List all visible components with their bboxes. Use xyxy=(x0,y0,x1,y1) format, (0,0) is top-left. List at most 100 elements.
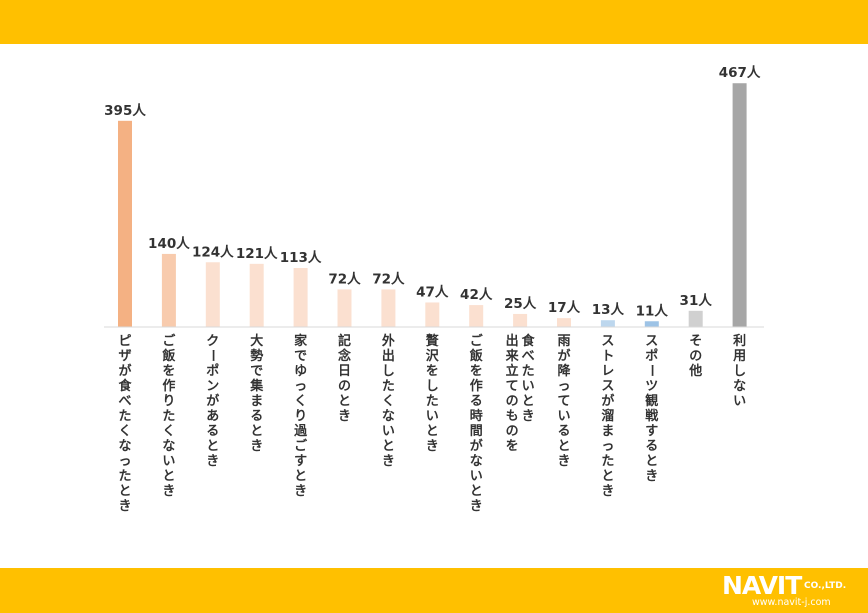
svg-text:溜: 溜 xyxy=(601,408,614,424)
svg-text:の: の xyxy=(689,349,702,364)
svg-text:過: 過 xyxy=(293,423,308,439)
value-label-9: 42人 xyxy=(460,287,493,303)
category-labels-group: ピザが食べたくなったときご飯を作りたくないときクーポンがあるとき大勢で集まるとき… xyxy=(118,333,746,514)
svg-text:い: い xyxy=(522,379,535,394)
svg-text:立: 立 xyxy=(506,363,519,379)
svg-text:し: し xyxy=(733,364,746,379)
svg-text:た: た xyxy=(601,454,614,469)
bar-2 xyxy=(161,253,176,327)
svg-text:ス: ス xyxy=(645,334,658,349)
svg-text:で: で xyxy=(250,364,263,379)
bars-group xyxy=(118,83,747,327)
svg-text:を: を xyxy=(470,364,483,379)
svg-text:ン: ン xyxy=(206,379,219,394)
svg-text:た: た xyxy=(118,409,131,424)
svg-text:ト: ト xyxy=(601,349,614,364)
svg-text:き: き xyxy=(645,469,658,484)
svg-text:を: を xyxy=(506,439,519,454)
svg-text:レ: レ xyxy=(601,364,614,379)
svg-text:時: 時 xyxy=(470,408,483,424)
svg-text:き: き xyxy=(162,484,175,499)
svg-text:ポ: ポ xyxy=(206,363,219,379)
svg-text:る: る xyxy=(206,424,219,439)
svg-text:き: き xyxy=(557,454,570,469)
svg-text:も: も xyxy=(506,409,519,424)
svg-text:勢: 勢 xyxy=(250,348,263,364)
svg-text:利: 利 xyxy=(733,333,746,349)
bar-7 xyxy=(381,289,396,327)
bar-15 xyxy=(732,83,747,327)
svg-text:く: く xyxy=(382,394,395,409)
svg-text:ス: ス xyxy=(601,334,614,349)
svg-text:ー: ー xyxy=(204,349,219,362)
svg-text:と: と xyxy=(338,394,351,409)
svg-text:っ: っ xyxy=(557,379,570,394)
value-label-6: 72人 xyxy=(328,271,361,287)
bar-1 xyxy=(118,120,132,327)
bottom-band xyxy=(0,568,868,613)
svg-text:降: 降 xyxy=(557,363,571,379)
svg-text:い: い xyxy=(382,424,395,439)
value-label-1: 395人 xyxy=(104,103,146,119)
svg-text:っ: っ xyxy=(294,379,307,394)
svg-text:念: 念 xyxy=(338,348,351,364)
svg-text:の: の xyxy=(506,394,519,409)
svg-text:っ: っ xyxy=(118,454,131,469)
svg-text:と: と xyxy=(470,484,483,499)
svg-text:き: き xyxy=(382,454,395,469)
svg-text:ク: ク xyxy=(206,334,219,349)
svg-text:ピ: ピ xyxy=(118,334,131,349)
svg-text:ス: ス xyxy=(601,379,614,394)
svg-text:食: 食 xyxy=(118,378,132,394)
svg-text:り: り xyxy=(162,394,175,409)
svg-text:と: と xyxy=(601,469,614,484)
svg-text:作: 作 xyxy=(470,378,483,394)
bar-8 xyxy=(425,302,440,327)
svg-text:と: と xyxy=(557,439,570,454)
svg-text:ご: ご xyxy=(162,333,176,349)
logo-brand-text: NAVIT xyxy=(722,571,802,600)
svg-text:の: の xyxy=(338,379,351,394)
svg-text:ポ: ポ xyxy=(645,348,658,364)
svg-text:い: い xyxy=(426,409,439,424)
svg-text:集: 集 xyxy=(249,378,264,394)
svg-text:出: 出 xyxy=(506,333,519,349)
svg-text:い: い xyxy=(733,394,746,409)
navit-logo: NAVIT CO.,LTD. www.navit-j.com xyxy=(722,572,862,610)
svg-text:ご: ご xyxy=(470,333,484,349)
svg-text:あ: あ xyxy=(206,409,219,424)
bar-6 xyxy=(337,289,352,327)
svg-text:た: た xyxy=(382,379,395,394)
svg-text:り: り xyxy=(294,409,307,424)
svg-text:く: く xyxy=(118,424,131,439)
svg-text:す: す xyxy=(294,454,307,469)
svg-text:外: 外 xyxy=(381,333,395,349)
svg-text:て: て xyxy=(506,379,519,394)
svg-text:ゆ: ゆ xyxy=(294,364,307,379)
svg-text:が: が xyxy=(470,438,483,454)
value-label-10: 25人 xyxy=(504,296,537,312)
bar-13 xyxy=(644,321,659,327)
svg-text:な: な xyxy=(470,454,483,469)
svg-text:き: き xyxy=(601,484,614,499)
svg-text:た: た xyxy=(118,469,131,484)
svg-text:き: き xyxy=(206,454,219,469)
value-label-7: 72人 xyxy=(372,271,405,287)
svg-text:と: と xyxy=(162,469,175,484)
svg-text:と: と xyxy=(118,484,131,499)
svg-text:飯: 飯 xyxy=(161,348,175,364)
svg-text:と: と xyxy=(250,424,263,439)
value-label-14: 31人 xyxy=(680,293,713,309)
svg-text:て: て xyxy=(557,394,570,409)
svg-text:し: し xyxy=(382,364,395,379)
svg-text:と: と xyxy=(522,394,535,409)
value-label-4: 121人 xyxy=(236,246,278,262)
svg-text:っ: っ xyxy=(601,439,614,454)
